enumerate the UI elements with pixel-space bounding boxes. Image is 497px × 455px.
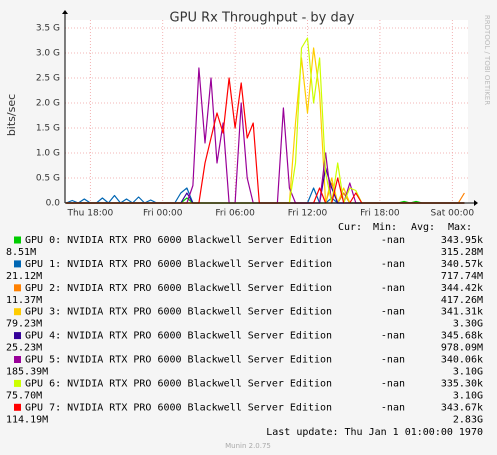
legend-stat: 185.39M [6,367,48,378]
legend-stat: 717.74M [441,271,483,282]
y-tick-label: 2.5 G [36,74,60,84]
legend-stat: -nan [381,331,405,342]
legend-stat: 343.95k [441,235,483,246]
x-tick-label: Sat 00:00 [431,209,475,219]
legend-header: Min: [373,222,397,233]
legend-stat: 340.57k [441,259,483,270]
x-tick-label: Thu 18:00 [66,209,113,219]
axes: 0.0 0.5 G 1.0 G 1.5 G 2.0 G 2.5 G 3.0 G 3.5 G Th… [36,10,478,219]
legend-stat: -nan [381,355,405,366]
legend-swatch [14,379,21,387]
legend-swatch [14,403,21,411]
legend-stat: -nan [381,378,405,389]
legend-swatch [14,236,21,244]
y-axis-label: bits/sec [5,94,18,136]
legend-stat: 341.31k [441,307,483,318]
y-tick-label: 1.0 G [36,149,60,159]
legend-stat: 25.23M [6,343,42,354]
legend-stat: -nan [381,402,405,413]
legend-swatch [14,356,21,363]
y-axis-arrow [62,10,68,14]
legend-stat: 3.10G [453,367,483,378]
legend-stat: 3.10G [453,390,483,401]
plot-area [65,20,468,203]
legend-stat: 343.67k [441,402,483,413]
legend-stat: 11.37M [6,295,42,306]
legend-stat: -nan [381,307,405,318]
legend-stat: 315.28M [441,247,483,258]
legend-header: Avg: [411,222,435,233]
legend-stat: 114.19M [6,414,48,425]
footer: Munin 2.0.75 [225,442,271,450]
y-tick-label: 2.0 G [36,99,60,109]
chart-title: GPU Rx Throughput - by day [170,11,355,26]
legend-stat: 2.83G [453,414,483,425]
legend-label: GPU 4: NVIDIA RTX PRO 6000 Blackwell Ser… [25,331,332,342]
legend-stat: -nan [381,259,405,270]
side-label: RRDTOOL / TOBI OETIKER [483,15,491,105]
y-tick-label: 0.5 G [36,174,60,184]
legend-label: GPU 7: NVIDIA RTX PRO 6000 Blackwell Ser… [25,402,332,413]
legend-label: GPU 2: NVIDIA RTX PRO 6000 Blackwell Ser… [25,283,332,294]
legend-stat: 345.68k [441,331,483,342]
x-tick-label: Fri 18:00 [360,209,400,219]
y-tick-label: 3.0 G [36,49,60,59]
x-tick-label: Fri 00:00 [143,209,183,219]
legend-stat: -nan [381,283,405,294]
legend-swatch [14,332,21,340]
legend-header: Max: [448,222,472,233]
legend-stat: 8.51M [6,247,36,258]
legend-swatch [14,284,21,292]
legend-label: GPU 5: NVIDIA RTX PRO 6000 Blackwell Ser… [25,355,332,366]
last-update: Last update: Thu Jan 1 01:00:00 1970 [266,427,483,438]
legend-swatch [14,308,21,316]
legend-header: Cur: [338,222,362,233]
legend: Cur: Min: Avg: Max: GPU 0: NVIDIA RTX PRO 60… [6,222,483,425]
legend-stat: 335.30k [441,378,483,389]
legend-label: GPU 1: NVIDIA RTX PRO 6000 Blackwell Ser… [25,259,332,270]
legend-label: GPU 3: NVIDIA RTX PRO 6000 Blackwell Ser… [25,307,332,318]
x-tick-label: Fri 12:00 [288,209,328,219]
x-tick-label: Fri 06:00 [215,209,255,219]
x-axis-arrow [474,200,478,206]
legend-stat: 75.70M [6,390,42,401]
y-tick-label: 1.5 G [36,124,60,134]
legend-stat: 344.42k [441,283,483,294]
legend-stat: 978.09M [441,343,483,354]
legend-stat: -nan [381,235,405,246]
legend-stat: 340.06k [441,355,483,366]
legend-stat: 21.12M [6,271,42,282]
legend-stat: 3.30G [453,319,483,330]
y-tick-label: 3.5 G [36,24,60,34]
legend-label: GPU 6: NVIDIA RTX PRO 6000 Blackwell Ser… [25,378,332,389]
legend-label: GPU 0: NVIDIA RTX PRO 6000 Blackwell Ser… [25,235,332,246]
legend-swatch [14,260,21,268]
y-tick-label: 0.0 [46,199,61,209]
legend-stat: 79.23M [6,319,42,330]
legend-stat: 417.26M [441,295,483,306]
